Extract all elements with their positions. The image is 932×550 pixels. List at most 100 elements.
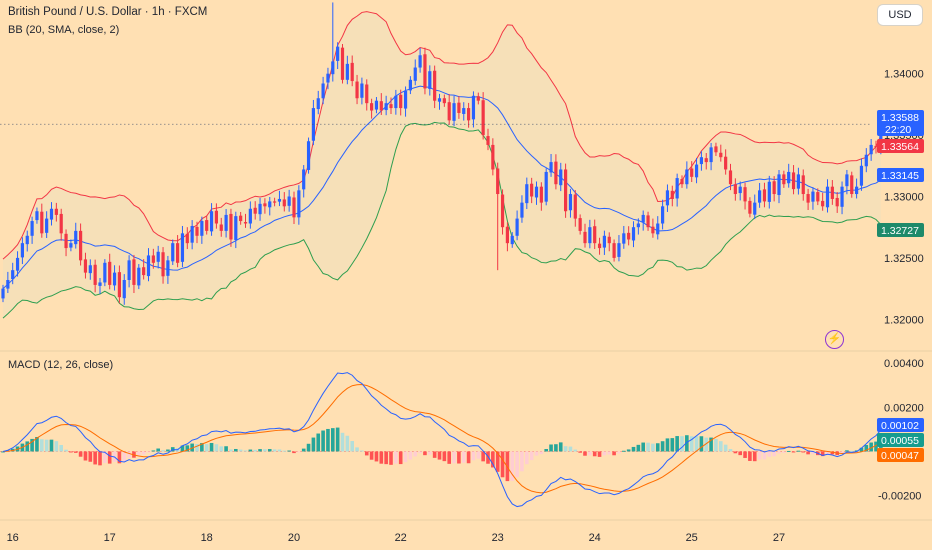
bollinger-fill xyxy=(3,11,881,319)
candle-body xyxy=(699,157,703,165)
candle-body xyxy=(874,145,878,147)
candle-body xyxy=(758,190,762,203)
candle xyxy=(1,284,5,303)
candle xyxy=(331,2,335,82)
candle-body xyxy=(559,169,563,186)
macd-histogram-bar xyxy=(297,451,301,453)
candle xyxy=(777,169,781,204)
macd-histogram-bar xyxy=(801,451,806,453)
macd-histogram-bar xyxy=(141,451,146,455)
macd-histogram-bar xyxy=(704,437,709,452)
candle-body xyxy=(122,280,126,299)
candle-body xyxy=(40,211,44,234)
candle-body xyxy=(277,198,282,202)
candle xyxy=(675,173,679,207)
candle xyxy=(137,264,141,290)
macd-histogram-bar xyxy=(219,446,224,452)
macd-histogram-bar xyxy=(481,451,485,462)
macd-line xyxy=(2,372,882,508)
candle-body xyxy=(733,184,737,195)
candle xyxy=(874,140,878,154)
candle-body xyxy=(544,171,548,202)
candle xyxy=(408,76,412,95)
candle xyxy=(180,225,185,267)
candle-body xyxy=(45,218,49,233)
macd-histogram-bar xyxy=(301,448,306,452)
candle xyxy=(166,255,170,284)
candle xyxy=(782,170,786,188)
candle xyxy=(855,178,859,199)
bollinger-legend[interactable]: BB (20, SMA, close, 2) xyxy=(8,24,120,36)
macd-label-histogram: 0.00055 xyxy=(877,433,924,447)
candle xyxy=(447,94,451,125)
macd-histogram-bar xyxy=(277,449,282,452)
macd-histogram-bar xyxy=(316,433,321,452)
macd-histogram-bar xyxy=(369,451,374,460)
candle xyxy=(762,182,767,208)
candle xyxy=(787,163,791,188)
candle xyxy=(195,221,199,244)
macd-label-signal: 0.00047 xyxy=(877,448,924,462)
candle-body xyxy=(467,108,471,121)
candle xyxy=(6,271,10,294)
macd-histogram-bar xyxy=(660,441,665,452)
candle xyxy=(573,190,577,227)
candle-body xyxy=(510,235,514,245)
macd-histogram-bar xyxy=(515,451,519,478)
candle xyxy=(481,92,485,140)
candle xyxy=(801,169,805,201)
macd-histogram-bar xyxy=(204,444,209,452)
macd-histogram-bar xyxy=(229,449,233,452)
candle xyxy=(292,191,296,224)
candle-body xyxy=(83,259,88,273)
candle-body xyxy=(88,265,92,274)
macd-histogram-bar xyxy=(326,428,330,452)
price-label-last-countdown: 22:20 xyxy=(885,124,911,136)
macd-histogram-bar xyxy=(709,437,713,452)
candle xyxy=(864,148,868,173)
macd-histogram-bar xyxy=(874,441,878,452)
candle-body xyxy=(399,94,403,109)
candle-body xyxy=(151,255,155,263)
candle xyxy=(520,195,524,223)
candle-body xyxy=(112,272,117,286)
macd-histogram-bar xyxy=(25,441,30,452)
candle xyxy=(758,182,762,208)
price-tick-label: 1.32000 xyxy=(884,314,924,326)
candle-body xyxy=(418,55,422,68)
symbol-title[interactable]: British Pound / U.S. Dollar · 1h · FXCM xyxy=(8,6,208,18)
candle xyxy=(384,95,388,116)
macd-histogram-bar xyxy=(88,451,93,462)
candle-body xyxy=(316,98,320,110)
candle-body xyxy=(389,104,393,109)
macd-histogram-bar xyxy=(689,436,694,452)
candle xyxy=(859,158,864,191)
candle xyxy=(428,65,432,96)
macd-histogram-bar xyxy=(597,451,602,457)
candle-body xyxy=(224,214,228,231)
macd-histogram-bar xyxy=(520,451,524,472)
macd-legend[interactable]: MACD (12, 26, close) xyxy=(8,359,114,371)
macd-histogram-bar xyxy=(224,446,228,452)
candle-body xyxy=(539,186,543,203)
candle-body xyxy=(108,261,112,285)
candle-body xyxy=(442,98,446,104)
price-label-basis-text: 1.33145 xyxy=(881,170,919,182)
macd-histogram-bar xyxy=(457,451,461,464)
macd-histogram-bar xyxy=(243,450,248,452)
macd-histogram-bar xyxy=(665,438,670,452)
candle xyxy=(243,213,248,228)
candle xyxy=(544,168,548,206)
candle xyxy=(20,237,24,265)
macd-histogram-bar xyxy=(573,449,578,452)
candle xyxy=(30,216,34,244)
candle-body xyxy=(253,207,257,214)
candle-body xyxy=(190,225,194,243)
candle xyxy=(491,138,495,176)
currency-button[interactable]: USD xyxy=(877,4,923,26)
bolt-icon[interactable]: ⚡ xyxy=(825,330,844,349)
candle xyxy=(433,65,437,109)
candle-body xyxy=(302,169,306,190)
candle xyxy=(699,151,703,171)
